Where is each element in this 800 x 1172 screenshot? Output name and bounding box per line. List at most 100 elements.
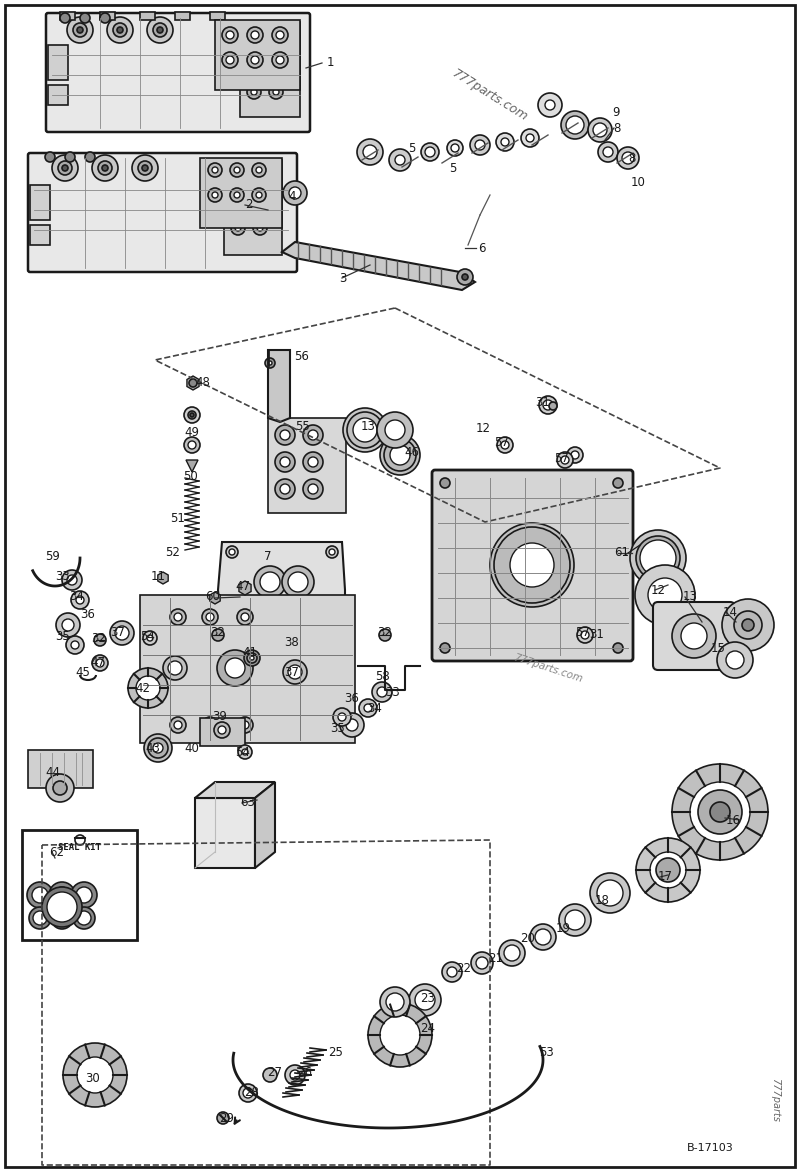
Circle shape — [280, 430, 290, 440]
Circle shape — [372, 682, 392, 702]
Text: 6: 6 — [478, 241, 486, 254]
Circle shape — [308, 457, 318, 466]
Circle shape — [561, 456, 569, 464]
Circle shape — [490, 523, 574, 607]
Circle shape — [241, 721, 249, 729]
Text: 49: 49 — [185, 425, 199, 438]
Text: 3: 3 — [339, 272, 346, 285]
Circle shape — [275, 452, 295, 472]
Circle shape — [501, 138, 509, 146]
Circle shape — [742, 619, 754, 631]
Text: 777parts.com: 777parts.com — [450, 67, 530, 123]
Text: 31: 31 — [535, 395, 550, 409]
Bar — [210, 12, 225, 20]
Circle shape — [237, 609, 253, 625]
Circle shape — [457, 270, 473, 285]
Circle shape — [76, 597, 84, 604]
Circle shape — [27, 883, 53, 908]
Circle shape — [288, 572, 308, 592]
Circle shape — [92, 655, 108, 672]
Circle shape — [613, 478, 623, 488]
Circle shape — [581, 631, 589, 639]
Circle shape — [471, 952, 493, 974]
Circle shape — [710, 802, 730, 822]
Text: 32: 32 — [378, 627, 393, 640]
Circle shape — [275, 479, 295, 499]
Circle shape — [288, 665, 302, 679]
Circle shape — [717, 642, 753, 677]
Bar — [200, 718, 245, 747]
Text: 5: 5 — [450, 162, 457, 175]
Circle shape — [73, 23, 87, 38]
Circle shape — [100, 13, 110, 23]
Circle shape — [67, 18, 93, 43]
Circle shape — [206, 613, 214, 621]
Circle shape — [425, 146, 435, 157]
Circle shape — [622, 152, 634, 164]
Bar — [48, 86, 68, 105]
Circle shape — [85, 152, 95, 162]
Circle shape — [368, 1003, 432, 1067]
Circle shape — [229, 548, 235, 556]
Circle shape — [238, 745, 252, 759]
Text: 48: 48 — [195, 375, 210, 388]
Circle shape — [395, 155, 405, 165]
Text: 33: 33 — [56, 571, 70, 584]
Circle shape — [648, 578, 682, 612]
Text: 46: 46 — [405, 445, 419, 458]
Circle shape — [77, 27, 83, 33]
Circle shape — [451, 144, 459, 152]
Circle shape — [33, 911, 47, 925]
Circle shape — [212, 629, 224, 641]
Text: 19: 19 — [555, 921, 570, 934]
Bar — [60, 12, 75, 20]
Circle shape — [163, 656, 187, 680]
Bar — [30, 185, 50, 220]
Circle shape — [268, 361, 272, 364]
Text: 60: 60 — [206, 591, 221, 604]
Text: 37: 37 — [285, 666, 299, 679]
Circle shape — [329, 548, 335, 556]
Circle shape — [102, 165, 108, 171]
Circle shape — [643, 543, 673, 573]
Text: 44: 44 — [46, 766, 61, 779]
Circle shape — [222, 27, 238, 43]
Circle shape — [80, 13, 90, 23]
Circle shape — [190, 413, 194, 417]
Circle shape — [113, 23, 127, 38]
Circle shape — [565, 909, 585, 931]
Circle shape — [409, 984, 441, 1016]
Circle shape — [251, 33, 257, 39]
Circle shape — [636, 536, 680, 580]
FancyBboxPatch shape — [653, 602, 735, 670]
Circle shape — [538, 93, 562, 117]
Circle shape — [326, 546, 338, 558]
Circle shape — [257, 225, 263, 231]
Circle shape — [722, 599, 774, 650]
Circle shape — [66, 636, 84, 654]
Polygon shape — [239, 581, 251, 595]
Circle shape — [247, 52, 263, 68]
Circle shape — [65, 152, 75, 162]
Circle shape — [549, 402, 557, 410]
Text: 25: 25 — [329, 1047, 343, 1059]
Circle shape — [357, 139, 383, 165]
Bar — [175, 12, 190, 20]
Text: 33: 33 — [386, 687, 400, 700]
Circle shape — [273, 89, 279, 95]
Circle shape — [214, 722, 230, 738]
Circle shape — [202, 609, 218, 625]
Circle shape — [326, 616, 338, 628]
Bar — [28, 750, 93, 788]
Circle shape — [71, 883, 97, 908]
Text: 35: 35 — [56, 631, 70, 643]
Text: 59: 59 — [46, 551, 61, 564]
Circle shape — [672, 614, 716, 657]
Circle shape — [308, 484, 318, 495]
Circle shape — [234, 166, 240, 173]
Circle shape — [153, 743, 163, 752]
Circle shape — [206, 721, 214, 729]
Circle shape — [77, 1057, 113, 1093]
Polygon shape — [218, 541, 345, 632]
Circle shape — [380, 987, 410, 1017]
